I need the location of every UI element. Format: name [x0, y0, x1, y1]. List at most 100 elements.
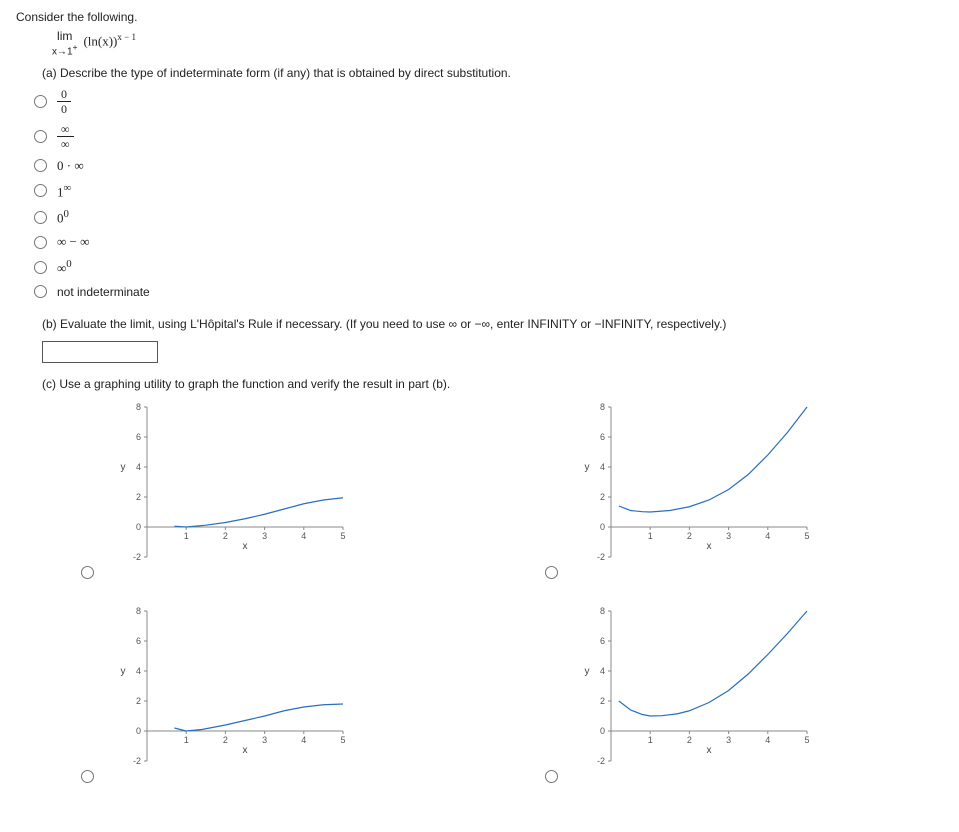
svg-text:2: 2 — [686, 735, 691, 745]
svg-text:y: y — [121, 462, 126, 473]
radio-1-to-inf[interactable] — [34, 184, 47, 197]
svg-text:5: 5 — [804, 531, 809, 541]
chart-2: -20246812345yx — [575, 401, 815, 581]
svg-text:2: 2 — [599, 696, 604, 706]
chart-option-1[interactable]: -20246812345yx — [76, 401, 480, 581]
svg-text:4: 4 — [301, 735, 306, 745]
svg-text:8: 8 — [136, 606, 141, 616]
svg-text:-2: -2 — [596, 756, 604, 766]
svg-text:1: 1 — [184, 531, 189, 541]
option-inf-over-inf[interactable]: ∞ ∞ — [34, 123, 943, 150]
svg-text:0: 0 — [136, 522, 141, 532]
frac-num: 0 — [57, 88, 71, 102]
svg-text:2: 2 — [136, 492, 141, 502]
svg-text:4: 4 — [599, 666, 604, 676]
frac-inf-inf: ∞ ∞ — [57, 123, 74, 150]
svg-text:y: y — [121, 666, 126, 677]
frac-0-0: 0 0 — [57, 88, 71, 115]
option-label: 00 — [57, 208, 69, 226]
svg-text:x: x — [243, 745, 248, 756]
limit-sub: x→1 — [52, 47, 73, 58]
radio-chart-1[interactable] — [81, 566, 94, 579]
svg-text:3: 3 — [262, 735, 267, 745]
limit-body: (ln(x)) — [83, 33, 117, 48]
limit-sup: + — [73, 42, 78, 52]
svg-text:4: 4 — [136, 666, 141, 676]
option-0-times-inf[interactable]: 0 · ∞ — [34, 158, 943, 174]
svg-text:1: 1 — [647, 735, 652, 745]
svg-text:4: 4 — [765, 531, 770, 541]
svg-text:-2: -2 — [133, 756, 141, 766]
svg-text:1: 1 — [647, 531, 652, 541]
part-a-options: 0 0 ∞ ∞ 0 · ∞ 1∞ 00 ∞ − ∞ ∞0 not indeter… — [34, 88, 943, 299]
svg-text:8: 8 — [136, 402, 141, 412]
frac-den: 0 — [57, 102, 71, 115]
part-a-prompt: (a) Describe the type of indeterminate f… — [16, 66, 943, 80]
radio-inf-to-0[interactable] — [34, 261, 47, 274]
svg-text:4: 4 — [136, 462, 141, 472]
radio-not-indeterminate[interactable] — [34, 285, 47, 298]
option-0-over-0[interactable]: 0 0 — [34, 88, 943, 115]
option-label: ∞ − ∞ — [57, 234, 89, 250]
radio-chart-4[interactable] — [545, 770, 558, 783]
intro-text: Consider the following. — [16, 10, 943, 24]
limit-exponent: x − 1 — [117, 32, 136, 42]
svg-text:2: 2 — [599, 492, 604, 502]
svg-text:8: 8 — [599, 606, 604, 616]
chart-3: -2 0 2 4 6 8 1 2 3 4 5 y x — [111, 605, 351, 785]
option-not-indeterminate[interactable]: not indeterminate — [34, 285, 943, 299]
option-label: not indeterminate — [57, 285, 150, 299]
svg-text:5: 5 — [340, 735, 345, 745]
radio-chart-3[interactable] — [81, 770, 94, 783]
svg-text:x: x — [706, 745, 711, 756]
limit-lim: lim — [57, 29, 72, 43]
svg-text:5: 5 — [340, 531, 345, 541]
option-1-to-inf[interactable]: 1∞ — [34, 182, 943, 200]
svg-text:3: 3 — [262, 531, 267, 541]
svg-text:0: 0 — [599, 522, 604, 532]
chart-1: -20246812345yx — [111, 401, 351, 581]
svg-text:6: 6 — [136, 432, 141, 442]
svg-text:4: 4 — [599, 462, 604, 472]
part-b-prompt: (b) Evaluate the limit, using L'Hôpital'… — [16, 317, 943, 331]
option-inf-to-0[interactable]: ∞0 — [34, 258, 943, 276]
chart-option-3[interactable]: -2 0 2 4 6 8 1 2 3 4 5 y x — [76, 605, 480, 785]
part-c-prompt: (c) Use a graphing utility to graph the … — [16, 377, 943, 391]
option-0-to-0[interactable]: 00 — [34, 208, 943, 226]
svg-text:x: x — [243, 541, 248, 552]
svg-text:0: 0 — [599, 726, 604, 736]
svg-text:6: 6 — [599, 432, 604, 442]
radio-inf-minus-inf[interactable] — [34, 236, 47, 249]
svg-text:4: 4 — [765, 735, 770, 745]
radio-chart-2[interactable] — [545, 566, 558, 579]
svg-text:y: y — [584, 462, 589, 473]
svg-text:6: 6 — [136, 636, 141, 646]
svg-text:2: 2 — [136, 696, 141, 706]
svg-text:y: y — [584, 666, 589, 677]
svg-text:0: 0 — [136, 726, 141, 736]
svg-text:2: 2 — [223, 735, 228, 745]
svg-text:3: 3 — [726, 531, 731, 541]
svg-text:2: 2 — [223, 531, 228, 541]
chart-option-2[interactable]: -20246812345yx — [540, 401, 944, 581]
svg-text:3: 3 — [726, 735, 731, 745]
svg-text:x: x — [706, 541, 711, 552]
radio-inf-over-inf[interactable] — [34, 130, 47, 143]
radio-0-times-inf[interactable] — [34, 159, 47, 172]
option-label: 1∞ — [57, 182, 71, 200]
chart-grid: -2 0 2 4 6 8 1 2 3 4 5 y x -2 0 2 4 6 8 1 2 3 4 5 y x -2 0 2 4 6 8 1 2 3… — [76, 401, 943, 785]
option-inf-minus-inf[interactable]: ∞ − ∞ — [34, 234, 943, 250]
svg-text:1: 1 — [184, 735, 189, 745]
svg-text:-2: -2 — [596, 552, 604, 562]
frac-num: ∞ — [57, 123, 74, 137]
chart-4: -20246812345yx — [575, 605, 815, 785]
radio-0-over-0[interactable] — [34, 95, 47, 108]
limit-expression: lim x→1+ (ln(x))x − 1 — [52, 30, 943, 58]
svg-text:4: 4 — [301, 531, 306, 541]
radio-0-to-0[interactable] — [34, 211, 47, 224]
svg-text:6: 6 — [599, 636, 604, 646]
part-b-answer-input[interactable] — [42, 341, 158, 363]
svg-text:2: 2 — [686, 531, 691, 541]
chart-option-4[interactable]: -20246812345yx — [540, 605, 944, 785]
frac-den: ∞ — [57, 137, 74, 150]
